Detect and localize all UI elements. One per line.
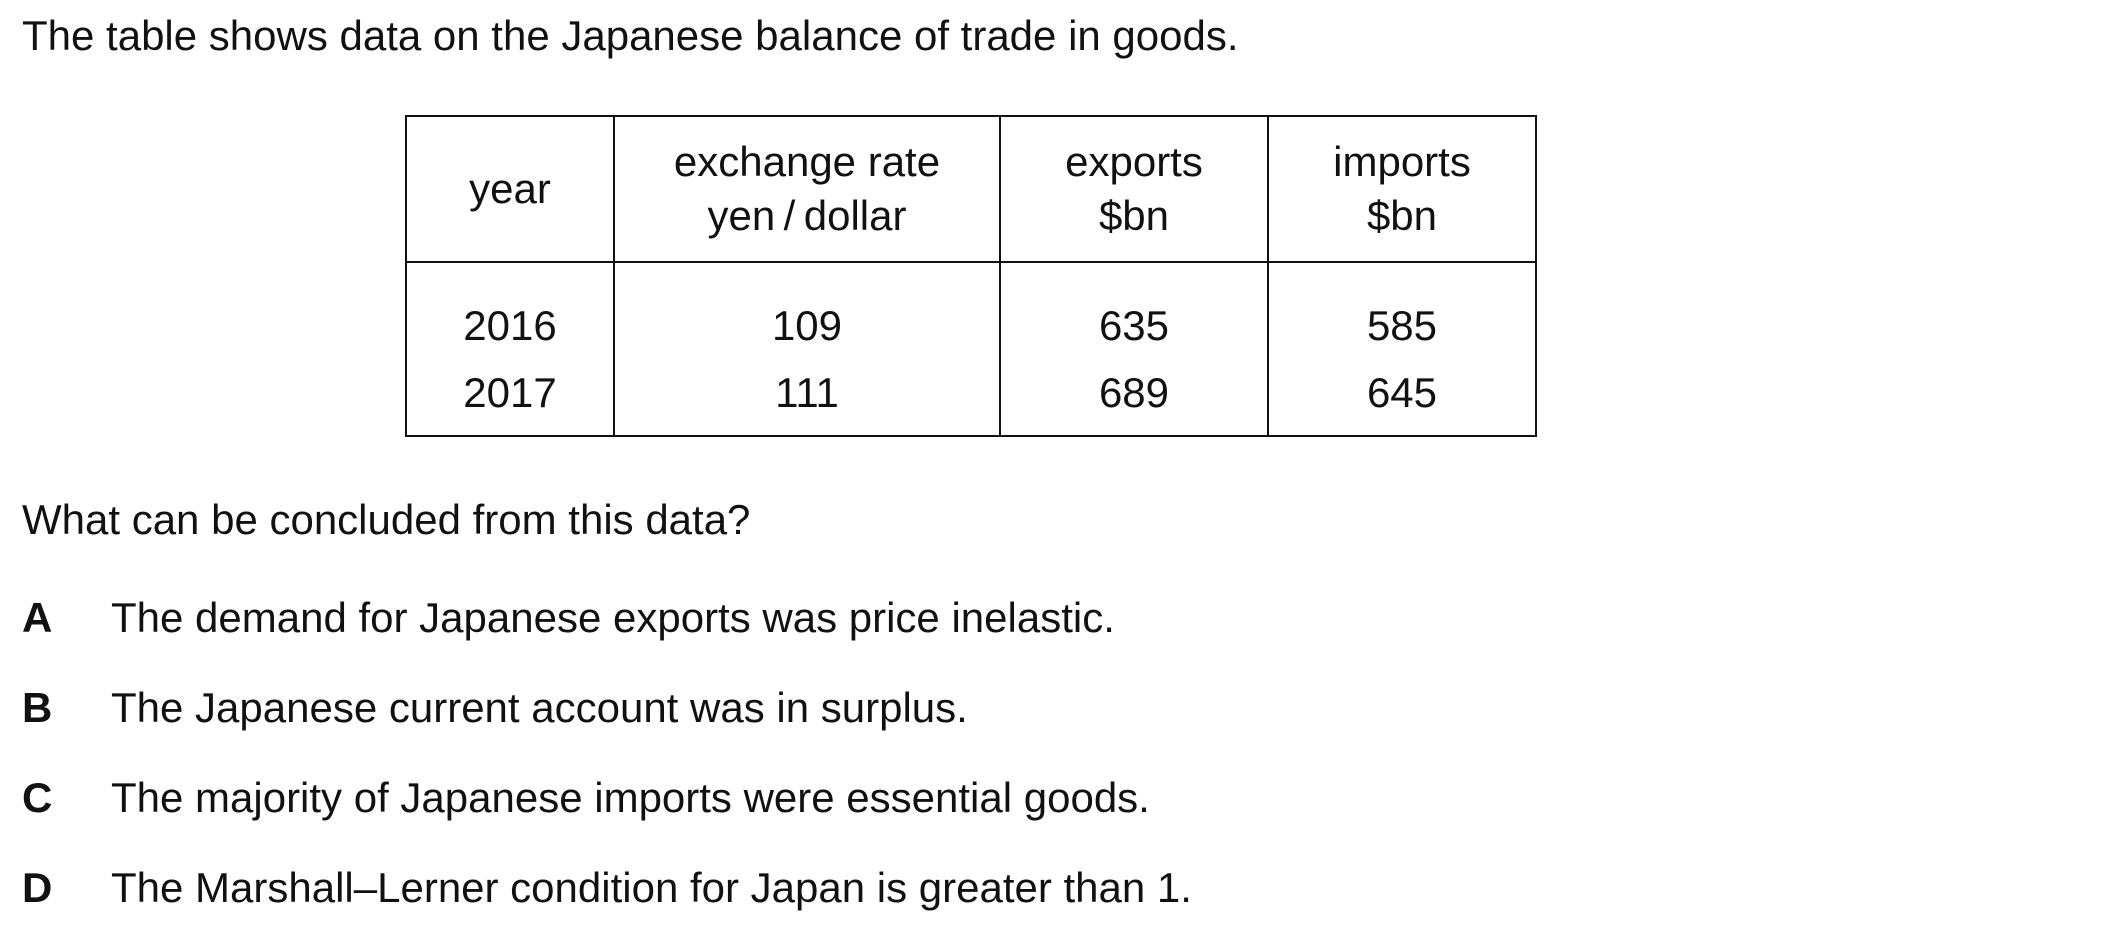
option-letter: A xyxy=(22,594,53,641)
cell-year: 2017 xyxy=(405,351,615,437)
header-exchange-rate: exchange rate yen / dollar xyxy=(613,115,1001,263)
option-letter: D xyxy=(22,864,53,911)
table-row: 2016 109 635 585 xyxy=(405,262,1537,351)
option-text: The Japanese current account was in surp… xyxy=(111,684,968,731)
option-letter: C xyxy=(22,774,53,821)
header-exports-unit: $bn xyxy=(1098,192,1170,239)
cell-exchange-rate: 109 xyxy=(613,262,1001,351)
table-header-row: year exchange rate yen / dollar exports … xyxy=(405,115,1537,263)
cell-exchange-rate: 111 xyxy=(613,351,1001,437)
intro-text: The table shows data on the Japanese bal… xyxy=(22,12,1239,59)
option-letter: B xyxy=(22,684,53,731)
option-b[interactable]: B The Japanese current account was in sur… xyxy=(22,680,968,736)
option-a[interactable]: A The demand for Japanese exports was pri… xyxy=(22,590,1115,646)
header-exchange-rate-unit: yen / dollar xyxy=(707,192,907,239)
cell-exports: 689 xyxy=(999,351,1269,437)
header-exports: exports $bn xyxy=(999,115,1269,263)
cell-year: 2016 xyxy=(405,262,615,351)
header-imports: imports $bn xyxy=(1267,115,1537,263)
cell-exports: 635 xyxy=(999,262,1269,351)
question-text: What can be concluded from this data? xyxy=(22,496,751,543)
option-c[interactable]: C The majority of Japanese imports were e… xyxy=(22,770,1150,826)
trade-data-table: year exchange rate yen / dollar exports … xyxy=(405,115,1537,437)
header-imports-label: imports xyxy=(1333,138,1471,185)
option-text: The Marshall–Lerner condition for Japan … xyxy=(111,864,1192,911)
header-year: year xyxy=(405,115,615,263)
header-year-label: year xyxy=(469,165,551,212)
header-imports-unit: $bn xyxy=(1366,192,1438,239)
option-text: The majority of Japanese imports were es… xyxy=(111,774,1150,821)
header-exchange-rate-label: exchange rate xyxy=(673,138,941,185)
option-text: The demand for Japanese exports was pric… xyxy=(111,594,1115,641)
option-d[interactable]: D The Marshall–Lerner condition for Japan… xyxy=(22,860,1192,916)
cell-imports: 645 xyxy=(1267,351,1537,437)
header-exports-label: exports xyxy=(1065,138,1203,185)
cell-imports: 585 xyxy=(1267,262,1537,351)
table-row: 2017 111 689 645 xyxy=(405,351,1537,437)
